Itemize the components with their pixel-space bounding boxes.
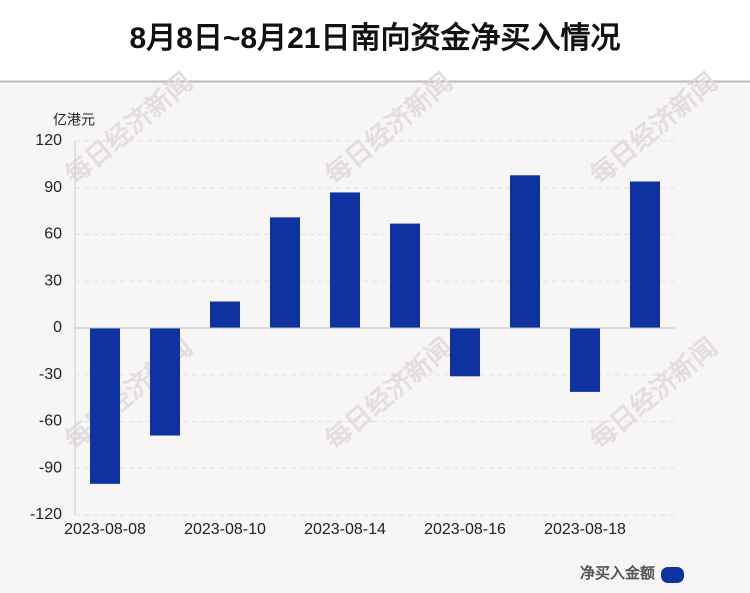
y-tick-label: -90 [39,459,62,476]
bar [90,328,120,484]
y-tick-label: 0 [53,319,62,336]
y-tick-label: -60 [39,413,62,430]
x-tick-label: 2023-08-08 [64,521,146,538]
bar [450,328,480,377]
x-tick-label: 2023-08-10 [184,521,266,538]
x-tick-label: 2023-08-18 [544,521,626,538]
x-tick-label: 2023-08-14 [304,521,386,538]
y-axis-label: 亿港元 [53,112,95,128]
header [0,0,750,81]
y-tick-label: -120 [30,506,62,523]
bar [570,328,600,392]
y-tick-label: 60 [44,226,62,243]
bar [630,181,660,328]
y-tick-label: 90 [44,179,62,196]
y-tick-label: 120 [35,132,62,149]
y-tick-label: -30 [39,366,62,383]
legend-label: 净买入金额 [580,564,655,582]
bar [510,175,540,328]
chart-title: 8月8日~8月21日南向资金净买入情况 [130,21,621,55]
legend-swatch [661,567,684,583]
x-tick-label: 2023-08-16 [424,521,506,538]
bar [390,223,420,328]
bar [330,192,360,328]
bar [210,301,240,328]
y-tick-label: 30 [44,272,62,289]
bar [150,328,180,436]
bar [270,217,300,328]
